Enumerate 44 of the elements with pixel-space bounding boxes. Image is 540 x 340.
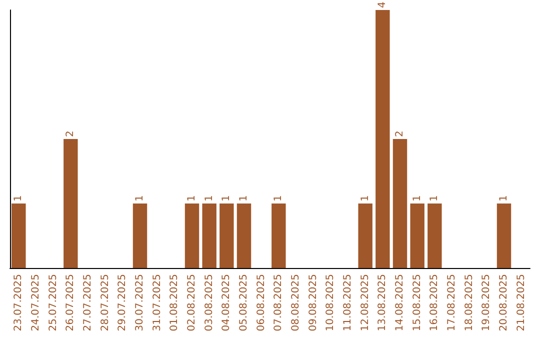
x-tick-label: 01.08.2025 (169, 274, 180, 332)
x-tick-label: 12.08.2025 (360, 274, 371, 332)
x-tick-label: 11.08.2025 (342, 274, 354, 332)
data-label: 1 (429, 195, 440, 202)
x-tick-label: 29.07.2025 (117, 274, 128, 332)
x-tick-label: 21.08.2025 (516, 274, 527, 332)
x-tick-label: 10.08.2025 (325, 274, 336, 332)
data-label: 4 (377, 2, 388, 8)
x-tick-label: 09.08.2025 (308, 274, 319, 332)
data-label: 1 (498, 195, 510, 202)
x-tick-label: 18.08.2025 (464, 274, 475, 332)
x-tick-label: 05.08.2025 (238, 274, 250, 332)
data-label: 1 (273, 195, 284, 202)
x-tick-label: 30.07.2025 (134, 274, 146, 332)
data-label: 1 (186, 195, 198, 202)
x-tick-label: 26.07.2025 (65, 274, 76, 332)
data-label: 1 (412, 195, 423, 202)
data-label: 1 (13, 195, 24, 202)
data-label: 1 (238, 195, 250, 202)
x-tick-label: 28.07.2025 (100, 274, 111, 332)
x-tick-label: 23.07.2025 (13, 274, 24, 332)
x-tick-label: 24.07.2025 (30, 274, 42, 332)
x-tick-label: 02.08.2025 (186, 274, 198, 332)
x-tick-label: 03.08.2025 (204, 274, 215, 332)
data-label: 2 (394, 130, 406, 137)
x-tick-label: 06.08.2025 (256, 274, 267, 332)
x-tick-label: 17.08.2025 (446, 274, 458, 332)
x-tick-label: 04.08.2025 (221, 274, 232, 332)
x-tick-label: 25.07.2025 (48, 274, 59, 332)
x-tick-label: 16.08.2025 (429, 274, 440, 332)
x-tick-label: 19.08.2025 (481, 274, 492, 332)
x-tick-label: 27.07.2025 (82, 274, 94, 332)
data-label: 1 (134, 195, 146, 202)
data-label: 2 (65, 130, 76, 137)
data-label: 1 (360, 195, 371, 202)
x-tick-label: 15.08.2025 (412, 274, 423, 332)
data-label: 1 (221, 195, 232, 202)
x-tick-label: 14.08.2025 (394, 274, 406, 332)
x-tick-label: 08.08.2025 (290, 274, 302, 332)
x-tick-label: 07.08.2025 (273, 274, 284, 332)
x-tick-label: 13.08.2025 (377, 274, 388, 332)
x-tick-label: 20.08.2025 (498, 274, 510, 332)
x-tick-label: 31.07.2025 (152, 274, 163, 332)
data-label: 1 (204, 195, 215, 202)
